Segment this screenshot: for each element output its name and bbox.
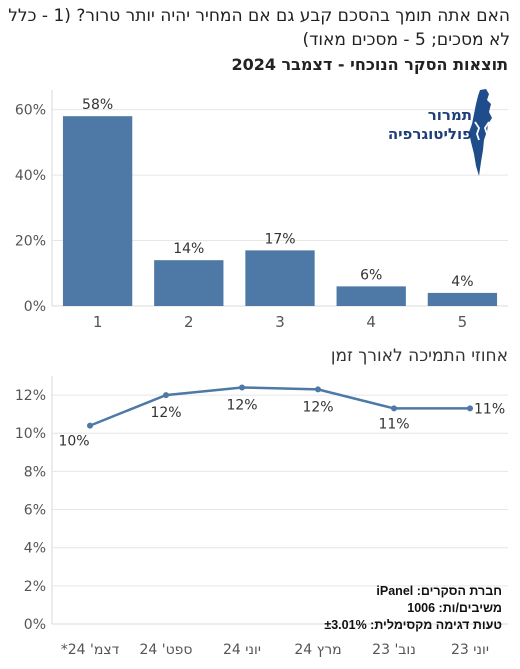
line-chart: 0% 2% 4% 6% 8% 10% 12% 10% דצמ' 24* 12% ספט' 24 12%… xyxy=(15,376,508,658)
y-tick-label: 6% xyxy=(24,503,46,519)
data-point xyxy=(315,386,321,393)
bar-value-label: 17% xyxy=(264,231,295,247)
x-tick-label: 2 xyxy=(184,313,194,331)
bar-value-label: 4% xyxy=(451,274,473,290)
logo: תמרור פוליטוגרפיה xyxy=(388,88,508,180)
point-value-label: 12% xyxy=(150,405,181,421)
x-tick-label: מרץ 24 xyxy=(294,642,341,658)
y-tick-label: 10% xyxy=(15,426,46,442)
point-value-label: 10% xyxy=(58,434,89,450)
data-point xyxy=(87,422,93,429)
israel-map-icon xyxy=(469,89,492,176)
x-tick-label: יוני 24 xyxy=(223,642,261,658)
point-value-label: 12% xyxy=(302,399,333,415)
data-point xyxy=(467,405,473,412)
bar xyxy=(245,250,315,306)
point-value-label: 11% xyxy=(378,416,409,432)
y-tick-label: 2% xyxy=(24,579,46,595)
series-line xyxy=(89,386,470,427)
x-tick-label: נוב' 23 xyxy=(372,642,416,658)
info-margin: טעות דגימה מקסימלית: ±3.01% xyxy=(324,618,502,632)
data-point xyxy=(163,392,169,399)
line-chart-title: אחוזי התמיכה לאורך זמן xyxy=(330,346,508,366)
point-value-label: 11% xyxy=(474,401,505,417)
info-respondents: משיבים/ות: 1006 xyxy=(407,601,502,615)
y-tick-label: 60% xyxy=(15,103,46,119)
x-tick-label: יוני 23 xyxy=(451,642,489,658)
survey-info: חברת הסקרים: iPanel משיבים/ות: 1006 טעות… xyxy=(324,583,502,634)
point-value-label: 12% xyxy=(226,397,257,413)
y-tick-label: 12% xyxy=(15,388,46,404)
x-tick-label: 5 xyxy=(458,313,468,331)
survey-question: האם אתה תומך בהסכם קבע גם אם המחיר יהיה … xyxy=(8,6,510,50)
y-tick-label: 40% xyxy=(15,168,46,184)
bar xyxy=(62,116,133,306)
info-pollster: חברת הסקרים: iPanel xyxy=(376,584,502,598)
x-tick-label: ספט' 24 xyxy=(139,642,192,658)
y-tick-label: 8% xyxy=(24,464,46,480)
bar xyxy=(427,292,498,306)
logo-line2: פוליטוגרפיה xyxy=(387,125,472,143)
logo-line1: תמרור xyxy=(427,106,472,124)
chart-subtitle: תוצאות הסקר הנוכחי - דצמבר 2024 xyxy=(231,55,508,74)
bar xyxy=(154,260,224,306)
bar xyxy=(336,286,406,306)
data-point xyxy=(239,384,245,391)
bar-value-label: 6% xyxy=(360,267,382,283)
data-point xyxy=(391,405,397,412)
bar-value-label: 14% xyxy=(173,241,204,257)
bar-value-label: 58% xyxy=(82,97,113,113)
x-tick-label: 1 xyxy=(93,313,103,331)
x-tick-label: 4 xyxy=(366,313,376,331)
y-tick-label: 4% xyxy=(24,541,46,557)
x-tick-label: דצמ' 24* xyxy=(61,642,120,658)
bar-chart: 0% 20% 40% 60% 58% 1 14% 2 17% 3 6% 4 4% 5 xyxy=(15,90,508,331)
x-tick-label: 3 xyxy=(275,313,285,331)
logo-text: תמרור פוליטוגרפיה xyxy=(388,106,472,144)
y-tick-label: 0% xyxy=(24,617,46,633)
y-tick-label: 0% xyxy=(24,299,46,315)
y-tick-label: 20% xyxy=(15,234,46,250)
